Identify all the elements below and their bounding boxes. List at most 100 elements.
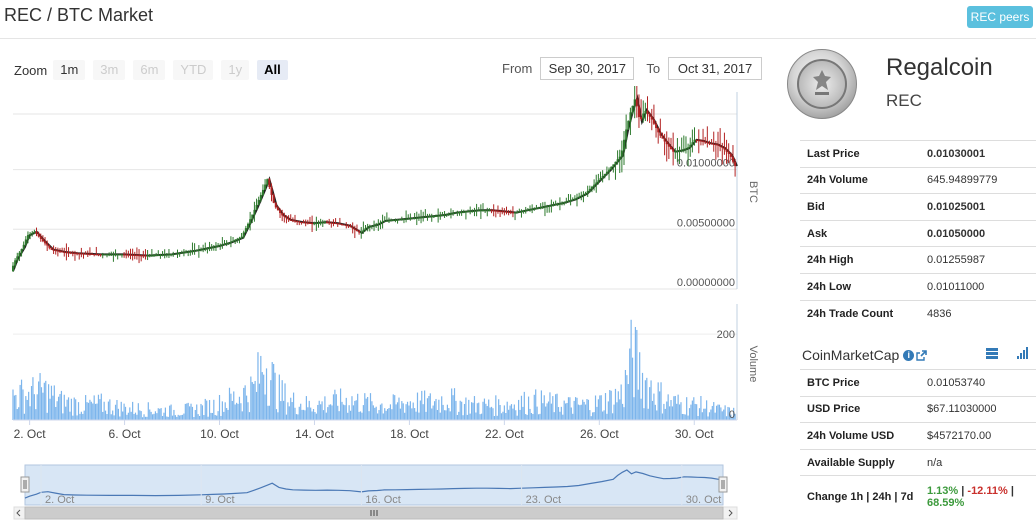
- volume-bar: [210, 412, 212, 420]
- volume-bar: [305, 396, 307, 420]
- price-candle: [214, 246, 217, 248]
- price-candle: [420, 217, 423, 219]
- price-candle: [674, 151, 677, 153]
- volume-bar: [283, 400, 285, 420]
- price-chart-panel[interactable]: Zoom 1m 3m 6m YTD 1y All From Sep 30, 20…: [0, 42, 770, 527]
- volume-bar: [530, 412, 533, 420]
- price-candle: [541, 206, 544, 208]
- volume-bar: [134, 412, 137, 420]
- price-candle: [488, 210, 491, 212]
- volume-bar: [82, 413, 84, 420]
- volume-bar: [526, 414, 528, 420]
- volume-tick-label: 0: [729, 409, 735, 421]
- info-icon[interactable]: i: [903, 349, 915, 361]
- volume-bar: [267, 405, 269, 420]
- zoom-all-button[interactable]: All: [257, 60, 288, 80]
- price-candle: [655, 123, 658, 129]
- table-view-icon[interactable]: [986, 348, 998, 359]
- volume-bar: [174, 415, 176, 420]
- volume-bar: [351, 396, 353, 420]
- navigator-right-handle[interactable]: [718, 476, 728, 493]
- market-row: Last Price 0.01030001: [800, 140, 1036, 168]
- price-candle: [727, 151, 730, 154]
- volume-bar: [377, 413, 379, 420]
- volume-bar: [586, 399, 588, 420]
- zoom-6m-button[interactable]: 6m: [133, 60, 166, 80]
- bar-chart-icon[interactable]: [1017, 347, 1029, 359]
- volume-bar: [429, 393, 431, 420]
- volume-bar: [228, 387, 231, 420]
- price-candle: [257, 200, 260, 206]
- volume-bar: [124, 406, 127, 420]
- price-candle: [41, 238, 44, 242]
- volume-bar: [533, 394, 535, 420]
- price-candle: [127, 254, 130, 256]
- price-candle: [208, 247, 211, 249]
- change-separator-1: |: [958, 485, 968, 498]
- volume-bar: [137, 403, 139, 420]
- volume-bar: [367, 396, 369, 420]
- volume-bar: [52, 395, 54, 420]
- price-candle: [347, 225, 350, 227]
- price-candle: [392, 219, 395, 221]
- price-candle: [212, 246, 215, 248]
- external-link-icon[interactable]: [916, 349, 928, 361]
- price-volume-chart[interactable]: 0.01000000 0.00500000 0.00000000 BTC 200 0 Vol…: [0, 42, 770, 527]
- volume-bar: [83, 410, 85, 420]
- price-candle: [249, 219, 252, 224]
- price-candle: [108, 254, 111, 256]
- volume-bar: [717, 404, 719, 420]
- volume-bar: [389, 404, 392, 420]
- volume-bar: [565, 403, 567, 420]
- price-candle: [298, 221, 301, 223]
- price-candle: [373, 225, 376, 227]
- volume-bar: [311, 411, 313, 420]
- navigator-left-handle[interactable]: [20, 476, 30, 493]
- volume-bar: [572, 413, 574, 420]
- from-date-input[interactable]: Sep 30, 2017: [540, 57, 635, 80]
- price-candle: [63, 251, 66, 253]
- price-candle: [385, 220, 388, 222]
- volume-bar: [419, 400, 421, 420]
- zoom-ytd-button[interactable]: YTD: [173, 60, 214, 80]
- volume-bar: [150, 411, 152, 420]
- volume-bar: [443, 410, 446, 420]
- volume-bar: [703, 408, 705, 420]
- price-candle: [422, 216, 425, 218]
- price-candle: [242, 232, 245, 237]
- navigator-scrollbar[interactable]: [13, 506, 738, 520]
- volume-bar: [455, 400, 457, 420]
- volume-bar: [684, 414, 686, 420]
- volume-bar: [492, 408, 494, 420]
- price-candle: [699, 140, 702, 142]
- volume-bar: [666, 401, 668, 420]
- volume-bar: [471, 402, 473, 420]
- price-candle: [543, 206, 546, 208]
- coinmarketcap-title: CoinMarketCap: [802, 347, 900, 363]
- volume-bar: [715, 405, 718, 420]
- price-candle: [439, 215, 442, 217]
- zoom-1m-button[interactable]: 1m: [53, 60, 86, 80]
- price-candle: [516, 211, 519, 213]
- price-candle: [409, 218, 412, 220]
- price-candle: [315, 222, 318, 224]
- volume-bar: [25, 396, 27, 420]
- volume-bar: [332, 394, 335, 420]
- volume-bar: [402, 403, 404, 420]
- zoom-3m-button[interactable]: 3m: [93, 60, 126, 80]
- volume-bar: [616, 402, 618, 420]
- to-date-input[interactable]: Oct 31, 2017: [668, 57, 763, 80]
- price-candle: [687, 147, 690, 149]
- volume-bar: [394, 395, 396, 420]
- volume-bars: [12, 319, 736, 420]
- volume-bar: [483, 398, 486, 420]
- price-candle: [563, 202, 566, 204]
- volume-bar: [485, 403, 487, 420]
- navigator-tick-label: 23. Oct: [526, 494, 561, 506]
- zoom-1y-button[interactable]: 1y: [221, 60, 250, 80]
- volume-bar: [636, 329, 638, 420]
- volume-bar: [16, 409, 18, 420]
- price-candle: [182, 252, 185, 254]
- rec-peers-button[interactable]: REC peers: [967, 6, 1033, 28]
- price-candle: [509, 212, 512, 214]
